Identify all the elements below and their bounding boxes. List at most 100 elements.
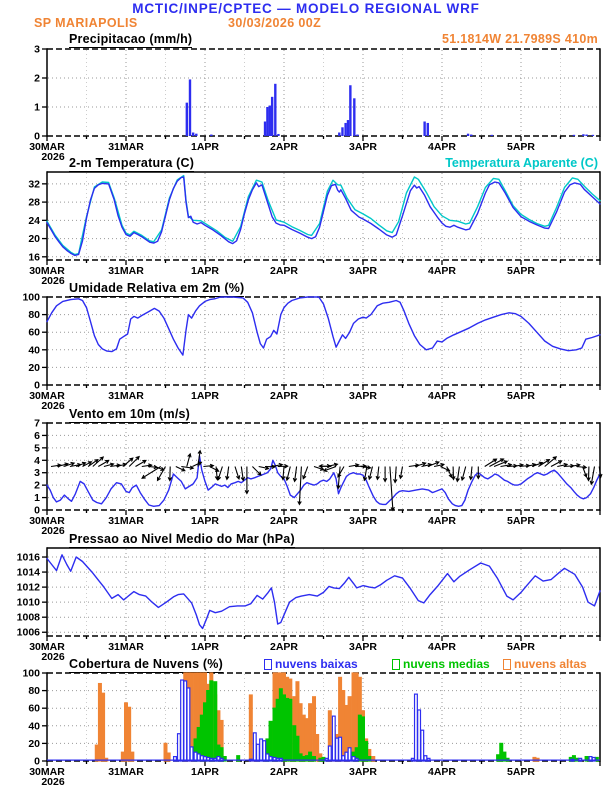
precip-bar — [338, 132, 341, 136]
wind-arrow-icon — [103, 462, 115, 468]
x-tick-label: 30MAR — [29, 766, 65, 778]
precip-bar — [426, 122, 429, 136]
cloud-bar — [206, 689, 211, 762]
cloud-bar — [301, 714, 306, 762]
cloud-bar — [213, 681, 218, 762]
y-tick-label: 2 — [34, 480, 40, 492]
x-tick-label: 5APR — [507, 390, 535, 402]
precip-bar — [344, 122, 347, 136]
cloud-bar — [591, 756, 596, 762]
wind-arrow-icon — [451, 466, 456, 481]
wind-arrow-icon — [209, 466, 220, 472]
legend-low-clouds-label: nuvens baixas — [275, 657, 358, 671]
cloud-bar — [186, 687, 191, 762]
wind-arrow-icon — [414, 461, 427, 468]
x-tick-label: 1APR — [191, 390, 219, 402]
x-tick-label: 2APR — [270, 265, 298, 277]
precip-bar — [346, 120, 350, 136]
x-tick-label: 31MAR — [108, 766, 144, 778]
wind-arrow-icon — [92, 456, 105, 467]
x-tick-label: 5APR — [507, 641, 535, 653]
x-tick-label: 30MAR — [29, 390, 65, 402]
precip-bar — [341, 127, 344, 136]
precip-bar — [591, 134, 595, 136]
x-tick-label: 3APR — [349, 766, 377, 778]
wind-arrow-icon — [192, 461, 203, 467]
cloud-bar — [183, 680, 188, 762]
cloud-bar — [166, 752, 171, 762]
x-tick-label: 3APR — [349, 390, 377, 402]
x-tick-label: 31MAR — [108, 515, 144, 527]
wind-arrow-icon — [375, 466, 380, 481]
cloud-bar — [298, 703, 303, 762]
cloud-bar — [334, 737, 339, 762]
run-datetime: 30/03/2026 00Z — [228, 16, 322, 30]
high-clouds-swatch-icon — [503, 658, 511, 670]
wind-arrow-icon — [141, 466, 162, 479]
cloud-bar — [285, 697, 290, 762]
wind-arrow-icon — [489, 458, 505, 467]
x-tick-label: 1APR — [191, 641, 219, 653]
wind-arrow-icon — [336, 466, 341, 490]
cloud-bar — [262, 740, 267, 762]
y-tick-label: 1 — [34, 102, 40, 114]
panel-title-precipitation: Precipitacao (mm/h) — [69, 32, 193, 48]
wind-arrow-icon — [216, 466, 223, 481]
wind-arrow-icon — [280, 466, 286, 481]
x-tick-label: 2APR — [270, 515, 298, 527]
wind-arrow-icon — [277, 464, 289, 469]
y-tick-label: 3 — [34, 44, 40, 56]
x-tick-label: 1APR — [191, 515, 219, 527]
series-line — [46, 554, 601, 630]
cloud-bar — [123, 702, 128, 762]
wind-arrow-icon — [122, 457, 134, 467]
y-tick-label: 100 — [22, 668, 40, 680]
precip-bar — [210, 134, 213, 136]
wind-arrow-icon — [427, 461, 440, 468]
legend-mid-clouds: nuvens medias — [392, 657, 490, 671]
cloud-bar — [172, 755, 177, 762]
y-tick-label: 80 — [28, 685, 40, 697]
panel-temp: 16 20 24 28 32 30MAR 31MAR 1APR 2APR 3APR 4APR 5APR… — [28, 171, 601, 287]
precip-bar — [195, 133, 198, 136]
wind-arrow-icon — [156, 466, 166, 482]
cloud-bar — [94, 744, 99, 762]
cloud-bar — [209, 680, 214, 762]
series-line — [46, 455, 601, 507]
cloud-bar — [371, 755, 376, 762]
cloud-bar — [351, 672, 356, 762]
cloud-bar — [127, 706, 132, 762]
y-tick-label: 32 — [28, 178, 40, 190]
cloud-bar — [347, 747, 352, 762]
wind-arrow-icon — [586, 466, 591, 482]
cloud-bar — [252, 732, 257, 762]
cloud-bar — [268, 720, 273, 762]
legend-mid-clouds-label: nuvens medias — [403, 657, 490, 671]
precip-bar — [270, 96, 274, 136]
x-axis-year-label: 2026 — [41, 275, 65, 287]
panel-clouds: 0 20 40 60 80 100 30MAR 31MAR 1APR 2APR 3APR 4APR 5A… — [22, 668, 601, 788]
wind-arrow-icon — [433, 462, 446, 468]
cloud-bar — [304, 718, 309, 762]
location-coords: 51.1814W 21.7989S 410m — [441, 32, 598, 46]
wind-arrow-icon — [98, 459, 110, 467]
x-tick-label: 31MAR — [108, 265, 144, 277]
cloud-bar — [315, 733, 320, 762]
precip-bar — [277, 133, 280, 136]
cloud-bar — [295, 735, 300, 762]
precip-bar — [490, 134, 493, 136]
panel-title-apparent-temperature: Temperatura Aparente (C) — [445, 156, 598, 170]
x-tick-label: 31MAR — [108, 641, 144, 653]
y-tick-label: 1006 — [17, 627, 41, 639]
x-axis-year-label: 2026 — [41, 776, 65, 788]
x-axis-year-label: 2026 — [41, 651, 65, 663]
cloud-bar — [203, 702, 208, 762]
y-tick-label: 20 — [28, 233, 40, 245]
cloud-bar — [268, 755, 273, 762]
precip-bar — [585, 134, 588, 136]
y-tick-label: 1008 — [17, 612, 41, 624]
y-tick-label: 6 — [34, 430, 40, 442]
x-tick-label: 4APR — [428, 390, 456, 402]
